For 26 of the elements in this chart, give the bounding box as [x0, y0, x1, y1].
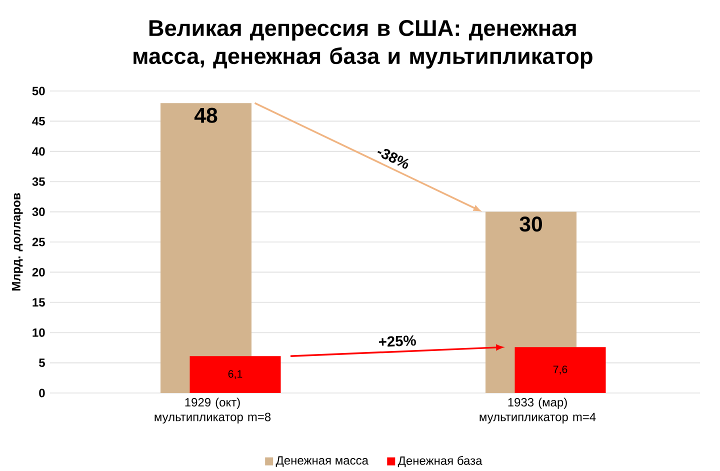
chart-title: Великая депрессия в США: денежная масса, денежная база и мультипликатор: [134, 20, 592, 69]
y-tick-label: 10: [32, 328, 45, 337]
data-label: 6,1: [228, 370, 242, 379]
y-tick-label: 30: [32, 208, 45, 216]
data-label: 7,6: [553, 366, 568, 374]
x-tick-label: 1933 (мар) мультипликатор m=4: [480, 398, 596, 424]
y-tick-label: 20: [32, 268, 45, 276]
data-label: 48: [194, 108, 218, 123]
bar: [514, 347, 606, 393]
y-tick-label: 45: [32, 117, 45, 126]
bar: [190, 356, 281, 393]
y-tick-label: 5: [38, 358, 45, 367]
y-tick-label: 0: [39, 388, 45, 398]
legend-label: Денежная масса: [276, 456, 368, 467]
annotation: -38%: [377, 148, 409, 169]
data-label: 30: [520, 216, 542, 232]
annotation: +25%: [378, 335, 416, 347]
y-axis-title: Млрд. долларов: [12, 193, 23, 291]
y-tick-label: 35: [32, 177, 45, 186]
x-tick-label: 1929 (окт) мультипликатор m=8: [154, 398, 271, 424]
y-tick-label: 15: [32, 298, 45, 307]
y-tick-label: 50: [32, 86, 45, 96]
legend-label: Денежная база: [398, 456, 482, 468]
bar: [160, 103, 252, 393]
y-tick-label: 25: [32, 238, 45, 246]
y-tick-label: 40: [32, 147, 45, 156]
